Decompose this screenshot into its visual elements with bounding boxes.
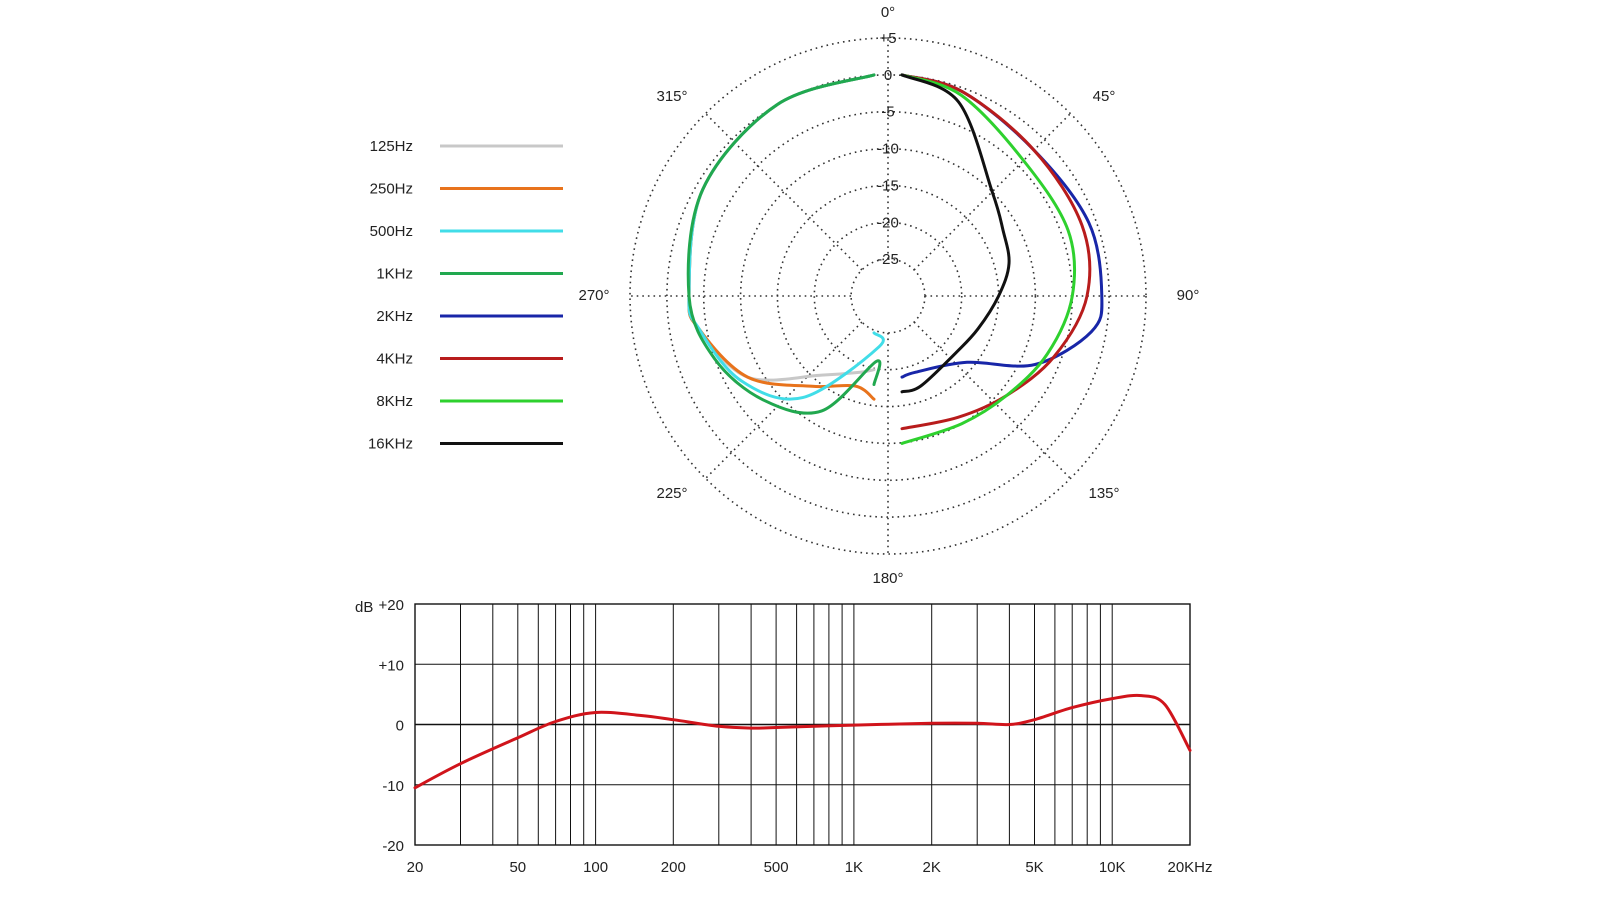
polar-radial-labels: +5 0 -5 -10 -15 -20 -25	[877, 30, 899, 268]
polar-angle-label: 180°	[872, 570, 903, 587]
polar-series-1khz	[686, 73, 882, 415]
x-tick-label: 200	[661, 859, 686, 876]
polar-angle-label: 0°	[881, 4, 895, 21]
x-tick-label: 100	[583, 859, 608, 876]
polar-spoke	[913, 321, 1071, 479]
polar-angle-labels: 0° 45° 90° 135° 180° 225° 270° 315°	[578, 4, 1199, 587]
polar-ring	[739, 147, 1037, 445]
polar-angle-label: 270°	[578, 287, 609, 304]
polar-curves	[686, 73, 1104, 445]
y-tick-label: -20	[382, 838, 404, 855]
legend-label-8khz: 8KHz	[376, 393, 413, 410]
polar-radial-label: -20	[877, 214, 899, 231]
polar-radial-label: -10	[877, 141, 899, 158]
polar-series-250hz	[687, 73, 876, 401]
x-tick-label: 5K	[1025, 859, 1043, 876]
y-tick-label: +10	[379, 657, 404, 674]
polar-ring	[850, 258, 926, 334]
x-tick-label: 500	[764, 859, 789, 876]
legend-label-16khz: 16KHz	[368, 436, 413, 453]
polar-ring	[629, 37, 1147, 555]
polar-ring	[813, 221, 963, 371]
frequency-response-line	[413, 693, 1192, 790]
polar-radial-label: -5	[881, 104, 894, 121]
x-tick-label: 10K	[1099, 859, 1126, 876]
polar-legend: 125Hz 250Hz 500Hz 1KHz 2KHz 4KHz 8KHz 16KHz	[368, 138, 563, 453]
polar-angle-label: 135°	[1088, 485, 1119, 502]
polar-series-8khz	[900, 73, 1077, 445]
polar-radial-label: -25	[877, 251, 899, 268]
polar-spoke	[705, 113, 863, 271]
polar-series-16khz	[900, 73, 1011, 394]
polar-angle-label: 90°	[1177, 287, 1200, 304]
x-tick-label: 2K	[923, 859, 941, 876]
polar-radial-label: -15	[877, 177, 899, 194]
legend-label-500hz: 500Hz	[370, 223, 413, 240]
polar-angle-label: 225°	[656, 485, 687, 502]
polar-angle-label: 45°	[1093, 88, 1116, 105]
polar-series-500hz	[687, 73, 885, 401]
legend-label-2khz: 2KHz	[376, 308, 413, 325]
y-tick-label: +20	[379, 597, 404, 614]
legend-label-1khz: 1KHz	[376, 266, 413, 283]
polar-angle-label: 315°	[656, 88, 687, 105]
polar-series-4khz	[900, 73, 1092, 431]
frequency-response-ticks: 20 50 100 200 500 1K 2K 5K 10K 20KHz +20 +10 0 -10 -20	[379, 597, 1213, 876]
x-tick-label: 1K	[845, 859, 863, 876]
frequency-response-ylabel: dB	[355, 599, 373, 616]
frequency-response-curve	[413, 693, 1192, 790]
x-tick-label: 20	[407, 859, 424, 876]
legend-label-125hz: 125Hz	[370, 138, 413, 155]
polar-series-125hz	[687, 73, 876, 382]
legend-label-4khz: 4KHz	[376, 351, 413, 368]
frequency-response-grid	[414, 603, 1191, 846]
legend-label-250hz: 250Hz	[370, 181, 413, 198]
plot-frame	[414, 603, 1191, 846]
y-tick-label: 0	[396, 718, 404, 735]
polar-radial-label: +5	[879, 30, 896, 47]
x-tick-label: 20KHz	[1167, 859, 1212, 876]
y-tick-label: -10	[382, 778, 404, 795]
x-tick-label: 50	[509, 859, 526, 876]
polar-radial-label: 0	[884, 67, 892, 84]
